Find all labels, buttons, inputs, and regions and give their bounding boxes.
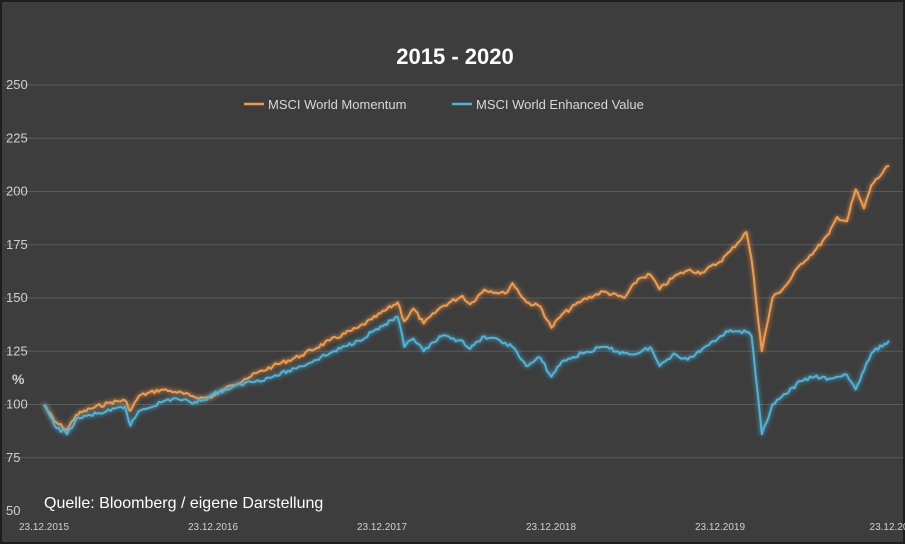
legend-label: MSCI World Momentum <box>268 97 406 112</box>
x-tick-label: 23.12.20 <box>870 522 905 533</box>
x-tick-label: 23.12.2015 <box>19 522 69 533</box>
x-axis-ticks: 23.12.2015 23.12.2016 23.12.2017 23.12.2018… <box>19 522 905 533</box>
x-tick-label: 23.12.2018 <box>526 522 576 533</box>
series-line-momentum <box>43 164 890 432</box>
series-line-enhanced-value <box>43 315 890 436</box>
legend-label: MSCI World Enhanced Value <box>476 97 644 112</box>
y-axis-ticks: 50 75 100 125 150 175 200 225 250 <box>6 77 28 518</box>
y-tick-label: 175 <box>6 237 28 252</box>
y-tick-label: 100 <box>6 397 28 412</box>
grid <box>4 84 903 459</box>
x-tick-label: 23.12.2016 <box>188 522 238 533</box>
y-axis-label: % <box>12 371 25 387</box>
chart-title: 2015 - 2020 <box>396 44 513 69</box>
y-tick-label: 125 <box>6 343 28 358</box>
source-note: Quelle: Bloomberg / eigene Darstellung <box>44 495 323 512</box>
y-tick-label: 225 <box>6 130 28 145</box>
y-tick-label: 150 <box>6 290 28 305</box>
y-tick-label: 75 <box>6 450 20 465</box>
y-tick-label: 250 <box>6 77 28 92</box>
y-tick-label: 200 <box>6 184 28 199</box>
legend: MSCI World Momentum MSCI World Enhanced V… <box>244 97 644 112</box>
x-tick-label: 23.12.2017 <box>357 522 407 533</box>
y-tick-label: 50 <box>6 503 20 518</box>
x-tick-label: 23.12.2019 <box>695 522 745 533</box>
series <box>43 164 890 436</box>
